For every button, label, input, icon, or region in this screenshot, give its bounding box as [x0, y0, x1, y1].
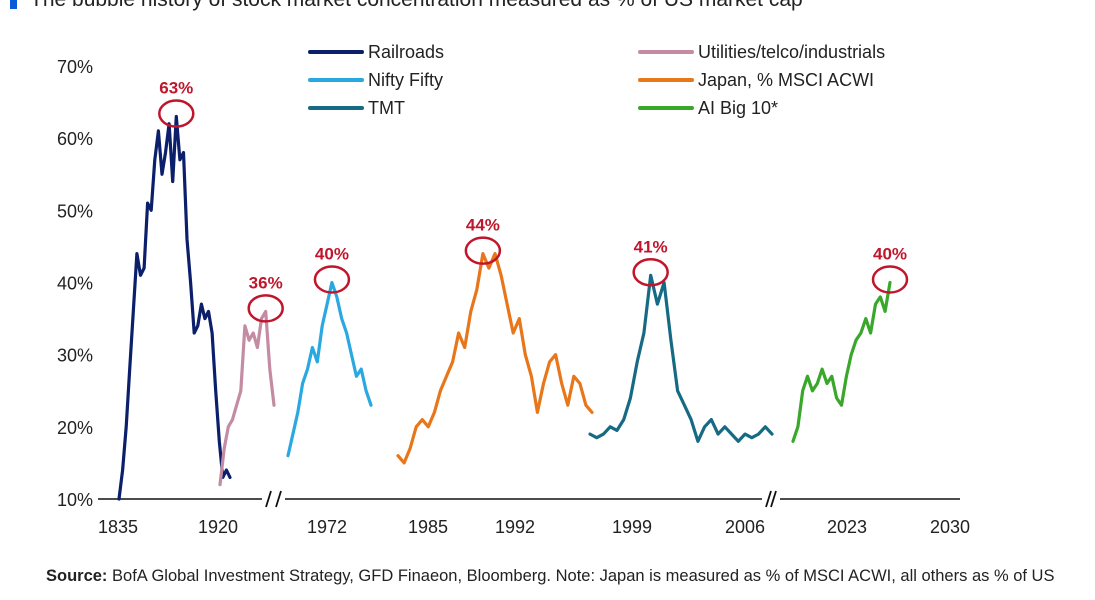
series-line [218, 309, 276, 487]
peak-value-label: 40% [873, 245, 907, 264]
x-tick-label: 1992 [495, 517, 535, 537]
peak-value-label: 44% [466, 216, 500, 235]
peak-value-label: 36% [249, 273, 283, 292]
y-tick-label: 30% [57, 346, 93, 366]
x-tick-label: 1835 [98, 517, 138, 537]
legend-label: Railroads [368, 42, 444, 62]
series-line [791, 280, 892, 443]
peak-highlight-circle [158, 99, 195, 128]
series-line [588, 273, 774, 443]
y-tick-label: 50% [57, 201, 93, 221]
axis-break-mark [770, 490, 777, 508]
chart-canvas: 10% 20% 30% 40% 50% 60% 70% 1835 1920 1972 1985 199… [57, 42, 970, 537]
legend-label: Utilities/telco/industrials [698, 42, 885, 62]
series-line [286, 280, 373, 458]
x-tick-label: 1920 [198, 517, 238, 537]
source-label: Source: [46, 567, 108, 585]
peak-highlight-circle [871, 265, 909, 294]
x-tick-label: 1985 [408, 517, 448, 537]
x-tick-label: 2023 [827, 517, 867, 537]
y-tick-label: 20% [57, 418, 93, 438]
source-text: BofA Global Investment Strategy, GFD Fin… [112, 567, 1055, 585]
x-tick-label: 2006 [725, 517, 765, 537]
peak-highlight-circle [247, 294, 284, 323]
x-tick-label: 1972 [307, 517, 347, 537]
y-tick-label: 10% [57, 490, 93, 510]
peak-value-label: 63% [159, 79, 193, 98]
peak-value-label: 41% [634, 237, 668, 256]
axis-break-mark [765, 490, 772, 508]
title-accent-bar [10, 0, 17, 9]
legend-label: AI Big 10* [698, 98, 778, 118]
axis-break-mark [265, 490, 272, 508]
legend-label: TMT [368, 98, 405, 118]
axis-break-mark [275, 490, 282, 508]
y-tick-label: 70% [57, 57, 93, 77]
y-tick-label: 40% [57, 274, 93, 294]
peak-highlight-circle [313, 265, 351, 294]
peak-highlight-circle [632, 258, 669, 287]
peak-highlight-circle [464, 236, 502, 265]
series-line [396, 252, 594, 465]
chart-title-bar: The bubble history of stock market conce… [0, 0, 1095, 11]
legend-label: Japan, % MSCI ACWI [698, 70, 874, 90]
legend-label: Nifty Fifty [368, 70, 443, 90]
y-tick-label: 60% [57, 129, 93, 149]
chart-title: The bubble history of stock market conce… [30, 0, 803, 12]
peak-value-label: 40% [315, 245, 349, 264]
x-tick-label: 2030 [930, 517, 970, 537]
x-tick-label: 1999 [612, 517, 652, 537]
source-note: Source: BofA Global Investment Strategy,… [46, 567, 1054, 586]
series-line [117, 114, 232, 501]
